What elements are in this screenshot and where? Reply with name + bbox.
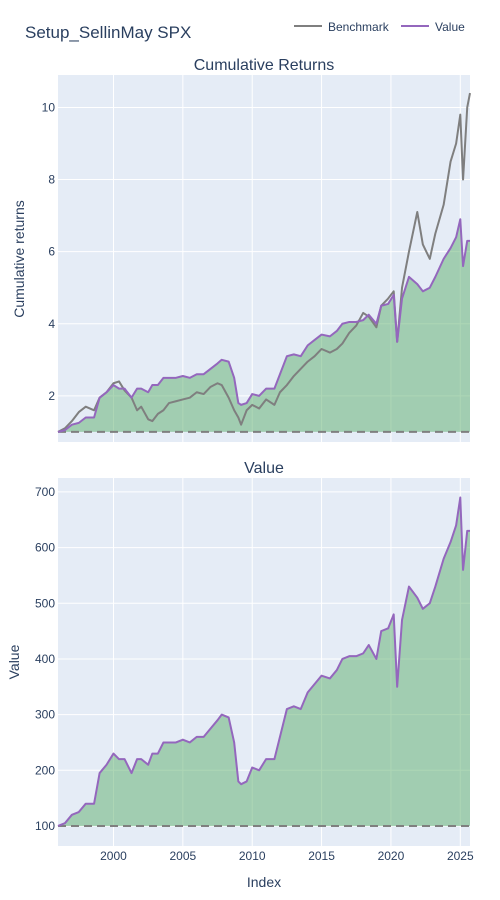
legend-label-value: Value: [435, 20, 465, 34]
y-tick-label: 200: [35, 763, 55, 777]
cumulative-returns-subplot[interactable]: 2 4 6 8 10 Cumulative Returns Cumulative ret…: [11, 57, 471, 442]
y-tick-label: 500: [35, 596, 55, 610]
x-tick-label: 2020: [378, 849, 405, 863]
y-tick-label: 10: [42, 100, 56, 114]
y-tick-label: 400: [35, 652, 55, 666]
x-tick-label: 2005: [169, 849, 196, 863]
x-axis-title: Index: [247, 874, 281, 890]
x-tick-label: 2010: [239, 849, 266, 863]
y-tick-label: 600: [35, 541, 55, 555]
series-line-benchmark[interactable]: [57, 92, 471, 433]
y-tick-label: 6: [48, 245, 55, 259]
value-subplot[interactable]: 100 200 300 400 500 600 700 2000 2005 2010 2015 202…: [6, 460, 474, 890]
page-title: Setup_SellinMay SPX: [25, 23, 191, 42]
x-tick-label: 2025: [447, 849, 474, 863]
legend-label-benchmark: Benchmark: [328, 20, 390, 34]
y-axis-title-value: Value: [6, 644, 22, 679]
y-tick-label: 2: [48, 389, 55, 403]
y-tick-label: 8: [48, 173, 55, 187]
y-axis-title-cumulative: Cumulative returns: [11, 200, 27, 318]
legend-item-value[interactable]: Value: [401, 20, 465, 34]
plot-area-0: 2 4 6 8 10: [42, 75, 471, 442]
plot-area-1: 100 200 300 400 500 600 700 2000 2005 2010 2015 202…: [35, 478, 474, 863]
series-line-value[interactable]: [57, 218, 470, 433]
y-tick-label: 4: [48, 317, 55, 331]
subplot-title-cumulative-returns: Cumulative Returns: [194, 57, 335, 74]
y-tick-label: 700: [35, 485, 55, 499]
series-line-value[interactable]: [57, 496, 470, 827]
y-tick-label: 100: [35, 819, 55, 833]
x-tick-label: 2000: [100, 849, 127, 863]
x-tick-label: 2015: [308, 849, 335, 863]
subplot-title-value: Value: [244, 460, 284, 477]
value-fill-area: [58, 219, 470, 432]
legend-item-benchmark[interactable]: Benchmark: [294, 20, 390, 34]
legend[interactable]: Benchmark Value: [294, 20, 465, 34]
value-fill-area: [58, 497, 470, 826]
y-tick-label: 300: [35, 708, 55, 722]
